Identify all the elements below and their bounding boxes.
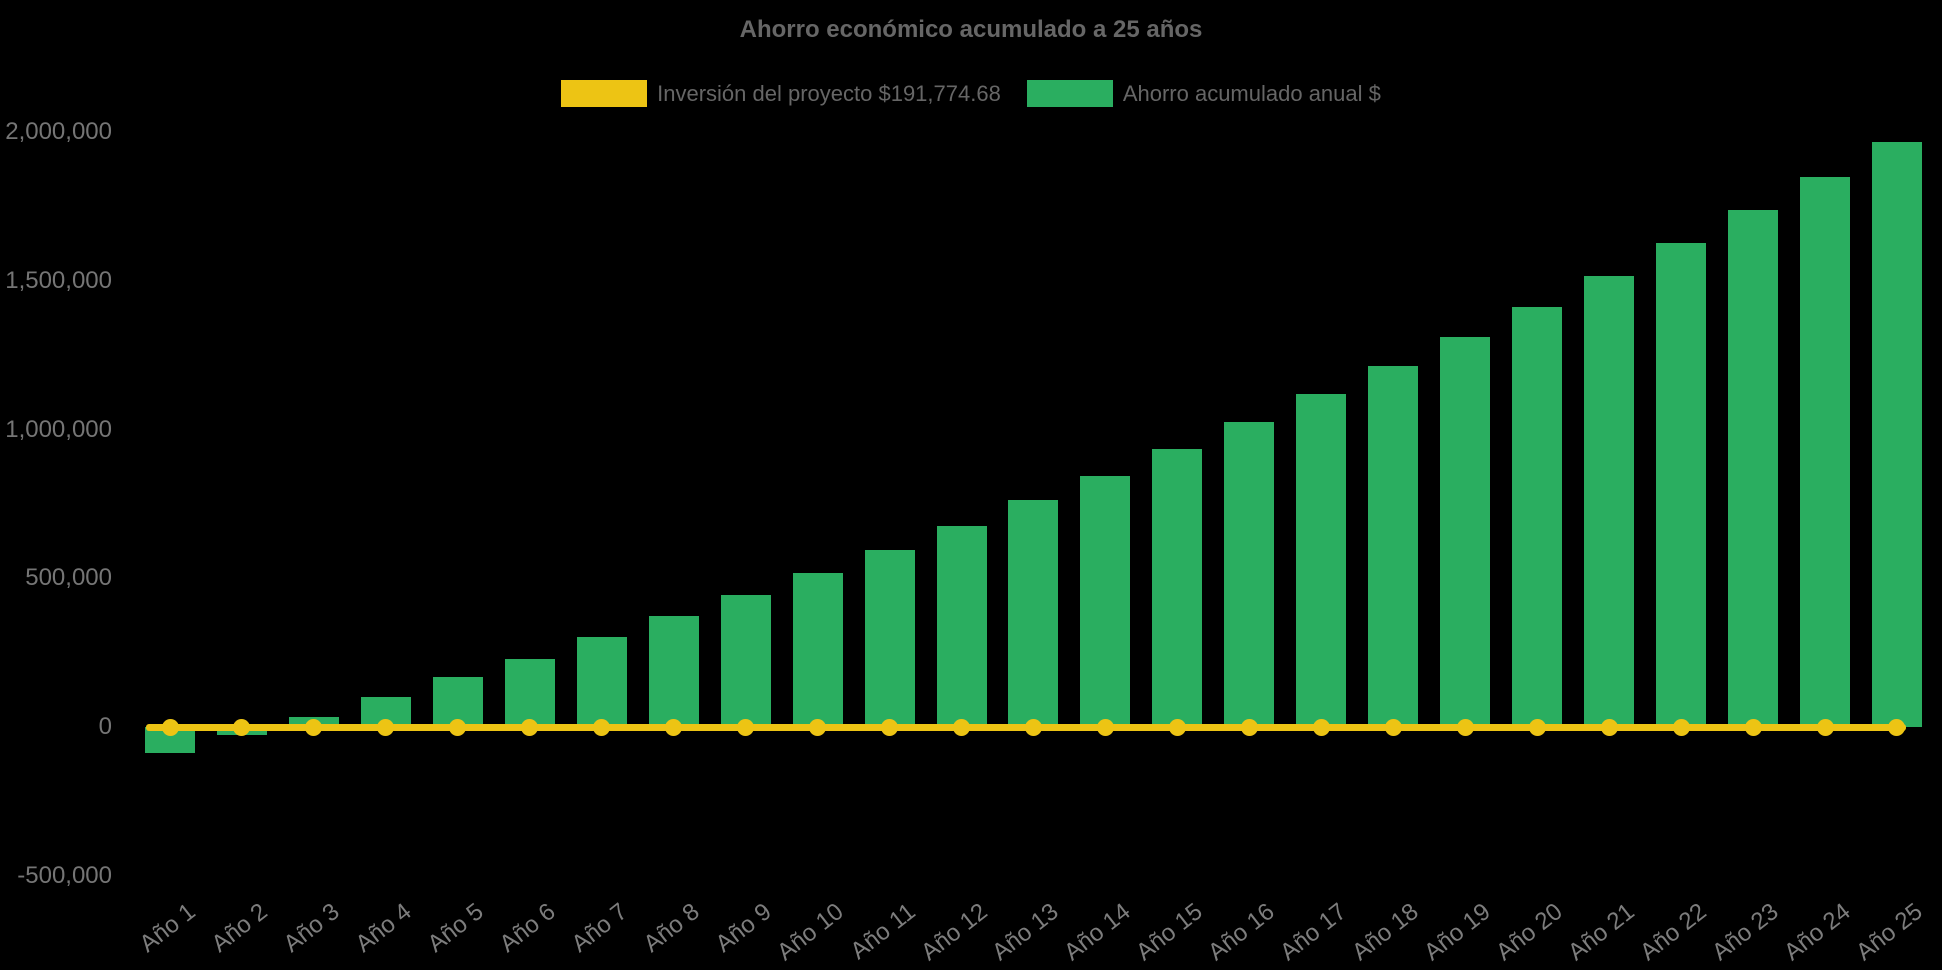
investment-line-point-año-17[interactable] — [1312, 718, 1330, 736]
y-axis-tick-label: -500,000 — [17, 861, 112, 889]
x-axis-tick-label: Año 10 — [771, 898, 849, 967]
x-axis-tick-label: Año 4 — [350, 898, 417, 958]
investment-line-point-año-10[interactable] — [809, 718, 827, 736]
investment-line-point-año-24[interactable] — [1816, 718, 1834, 736]
x-axis-tick-label: Año 15 — [1131, 898, 1209, 967]
investment-line-point-año-22[interactable] — [1672, 718, 1690, 736]
investment-line-point-año-25[interactable] — [1888, 718, 1906, 736]
x-axis-tick-label: Año 13 — [987, 898, 1065, 967]
y-axis-tick-label: 1,000,000 — [5, 415, 112, 443]
bar-año-13[interactable] — [1008, 500, 1059, 727]
x-axis-tick-label: Año 2 — [206, 898, 273, 958]
x-axis-tick-label: Año 22 — [1635, 898, 1712, 967]
investment-line-point-año-12[interactable] — [953, 718, 971, 736]
bar-año-23[interactable] — [1728, 209, 1779, 727]
investment-line-point-año-16[interactable] — [1240, 718, 1258, 736]
legend-item-line[interactable]: Inversión del proyecto $191,774.68 — [561, 80, 1001, 107]
y-axis-tick-label: 2,000,000 — [5, 118, 112, 145]
investment-line-point-año-15[interactable] — [1168, 718, 1186, 736]
x-axis-tick-label: Año 17 — [1275, 898, 1352, 967]
legend-swatch-bar — [1026, 80, 1113, 107]
bar-año-24[interactable] — [1800, 176, 1851, 727]
investment-line-point-año-2[interactable] — [233, 718, 251, 736]
bar-año-22[interactable] — [1656, 242, 1707, 727]
investment-line-point-año-14[interactable] — [1096, 718, 1114, 736]
bar-año-6[interactable] — [504, 658, 555, 727]
bar-año-16[interactable] — [1224, 422, 1275, 727]
x-axis-tick-label: Año 21 — [1563, 898, 1640, 967]
legend-item-bar[interactable]: Ahorro acumulado anual $ — [1026, 80, 1381, 107]
legend-swatch-line — [561, 80, 648, 107]
investment-line-point-año-8[interactable] — [665, 718, 683, 736]
x-axis-tick-label: Año 24 — [1779, 898, 1856, 967]
investment-line-point-año-20[interactable] — [1528, 718, 1546, 736]
x-axis-tick-label: Año 23 — [1707, 898, 1784, 967]
investment-line-point-año-19[interactable] — [1456, 718, 1474, 736]
x-axis-tick-label: Año 3 — [278, 898, 345, 958]
bar-año-7[interactable] — [576, 636, 627, 727]
bar-año-14[interactable] — [1080, 475, 1131, 727]
x-axis-tick-label: Año 16 — [1203, 898, 1280, 967]
bar-año-17[interactable] — [1296, 394, 1347, 727]
bar-año-12[interactable] — [936, 525, 987, 727]
x-axis-tick-label: Año 7 — [566, 898, 633, 958]
investment-line-point-año-9[interactable] — [737, 718, 755, 736]
investment-line-point-año-6[interactable] — [521, 718, 539, 736]
legend-label-line: Inversión del proyecto $191,774.68 — [657, 80, 1001, 106]
x-axis-tick-label: Año 25 — [1851, 898, 1928, 967]
bar-año-19[interactable] — [1440, 336, 1491, 727]
x-axis-tick-label: Año 18 — [1347, 898, 1424, 967]
bar-año-15[interactable] — [1152, 449, 1203, 727]
bar-año-20[interactable] — [1512, 306, 1563, 727]
bar-año-11[interactable] — [864, 549, 915, 727]
x-axis-tick-label: Año 20 — [1491, 898, 1568, 967]
y-axis-tick-label: 500,000 — [25, 564, 112, 592]
investment-line-point-año-11[interactable] — [881, 718, 899, 736]
bar-año-21[interactable] — [1584, 275, 1635, 727]
bar-año-25[interactable] — [1871, 142, 1922, 727]
investment-line-point-año-1[interactable] — [161, 718, 179, 736]
investment-line-point-año-23[interactable] — [1744, 718, 1762, 736]
x-axis-tick-label: Año 5 — [422, 898, 489, 958]
investment-line-point-año-4[interactable] — [377, 718, 395, 736]
chart-legend: Inversión del proyecto $191,774.68 Ahorro… — [0, 80, 1942, 107]
investment-line-point-año-13[interactable] — [1024, 718, 1042, 736]
y-axis-tick-label: 1,500,000 — [5, 266, 112, 294]
x-axis-tick-label: Año 11 — [845, 898, 921, 966]
bar-año-10[interactable] — [792, 572, 843, 727]
investment-line-point-año-21[interactable] — [1600, 718, 1618, 736]
bar-año-18[interactable] — [1368, 366, 1419, 727]
bar-año-8[interactable] — [648, 616, 699, 727]
x-axis-tick-label: Año 14 — [1059, 898, 1137, 967]
x-axis-tick-label: Año 19 — [1419, 898, 1496, 967]
legend-label-bar: Ahorro acumulado anual $ — [1122, 80, 1381, 106]
x-axis-tick-label: Año 12 — [915, 898, 993, 967]
bar-año-9[interactable] — [720, 594, 771, 727]
x-axis-tick-label: Año 8 — [638, 898, 705, 958]
y-axis-tick-label: 0 — [98, 713, 112, 740]
investment-line-point-año-18[interactable] — [1384, 718, 1402, 736]
investment-line-point-año-3[interactable] — [305, 718, 323, 736]
x-axis-tick-label: Año 9 — [710, 898, 777, 958]
x-axis-tick-label: Año 1 — [134, 898, 201, 958]
chart-title: Ahorro económico acumulado a 25 años — [739, 16, 1203, 43]
investment-line-point-año-7[interactable] — [593, 718, 611, 736]
x-axis-tick-label: Año 6 — [494, 898, 561, 958]
investment-line-point-año-5[interactable] — [449, 718, 467, 736]
